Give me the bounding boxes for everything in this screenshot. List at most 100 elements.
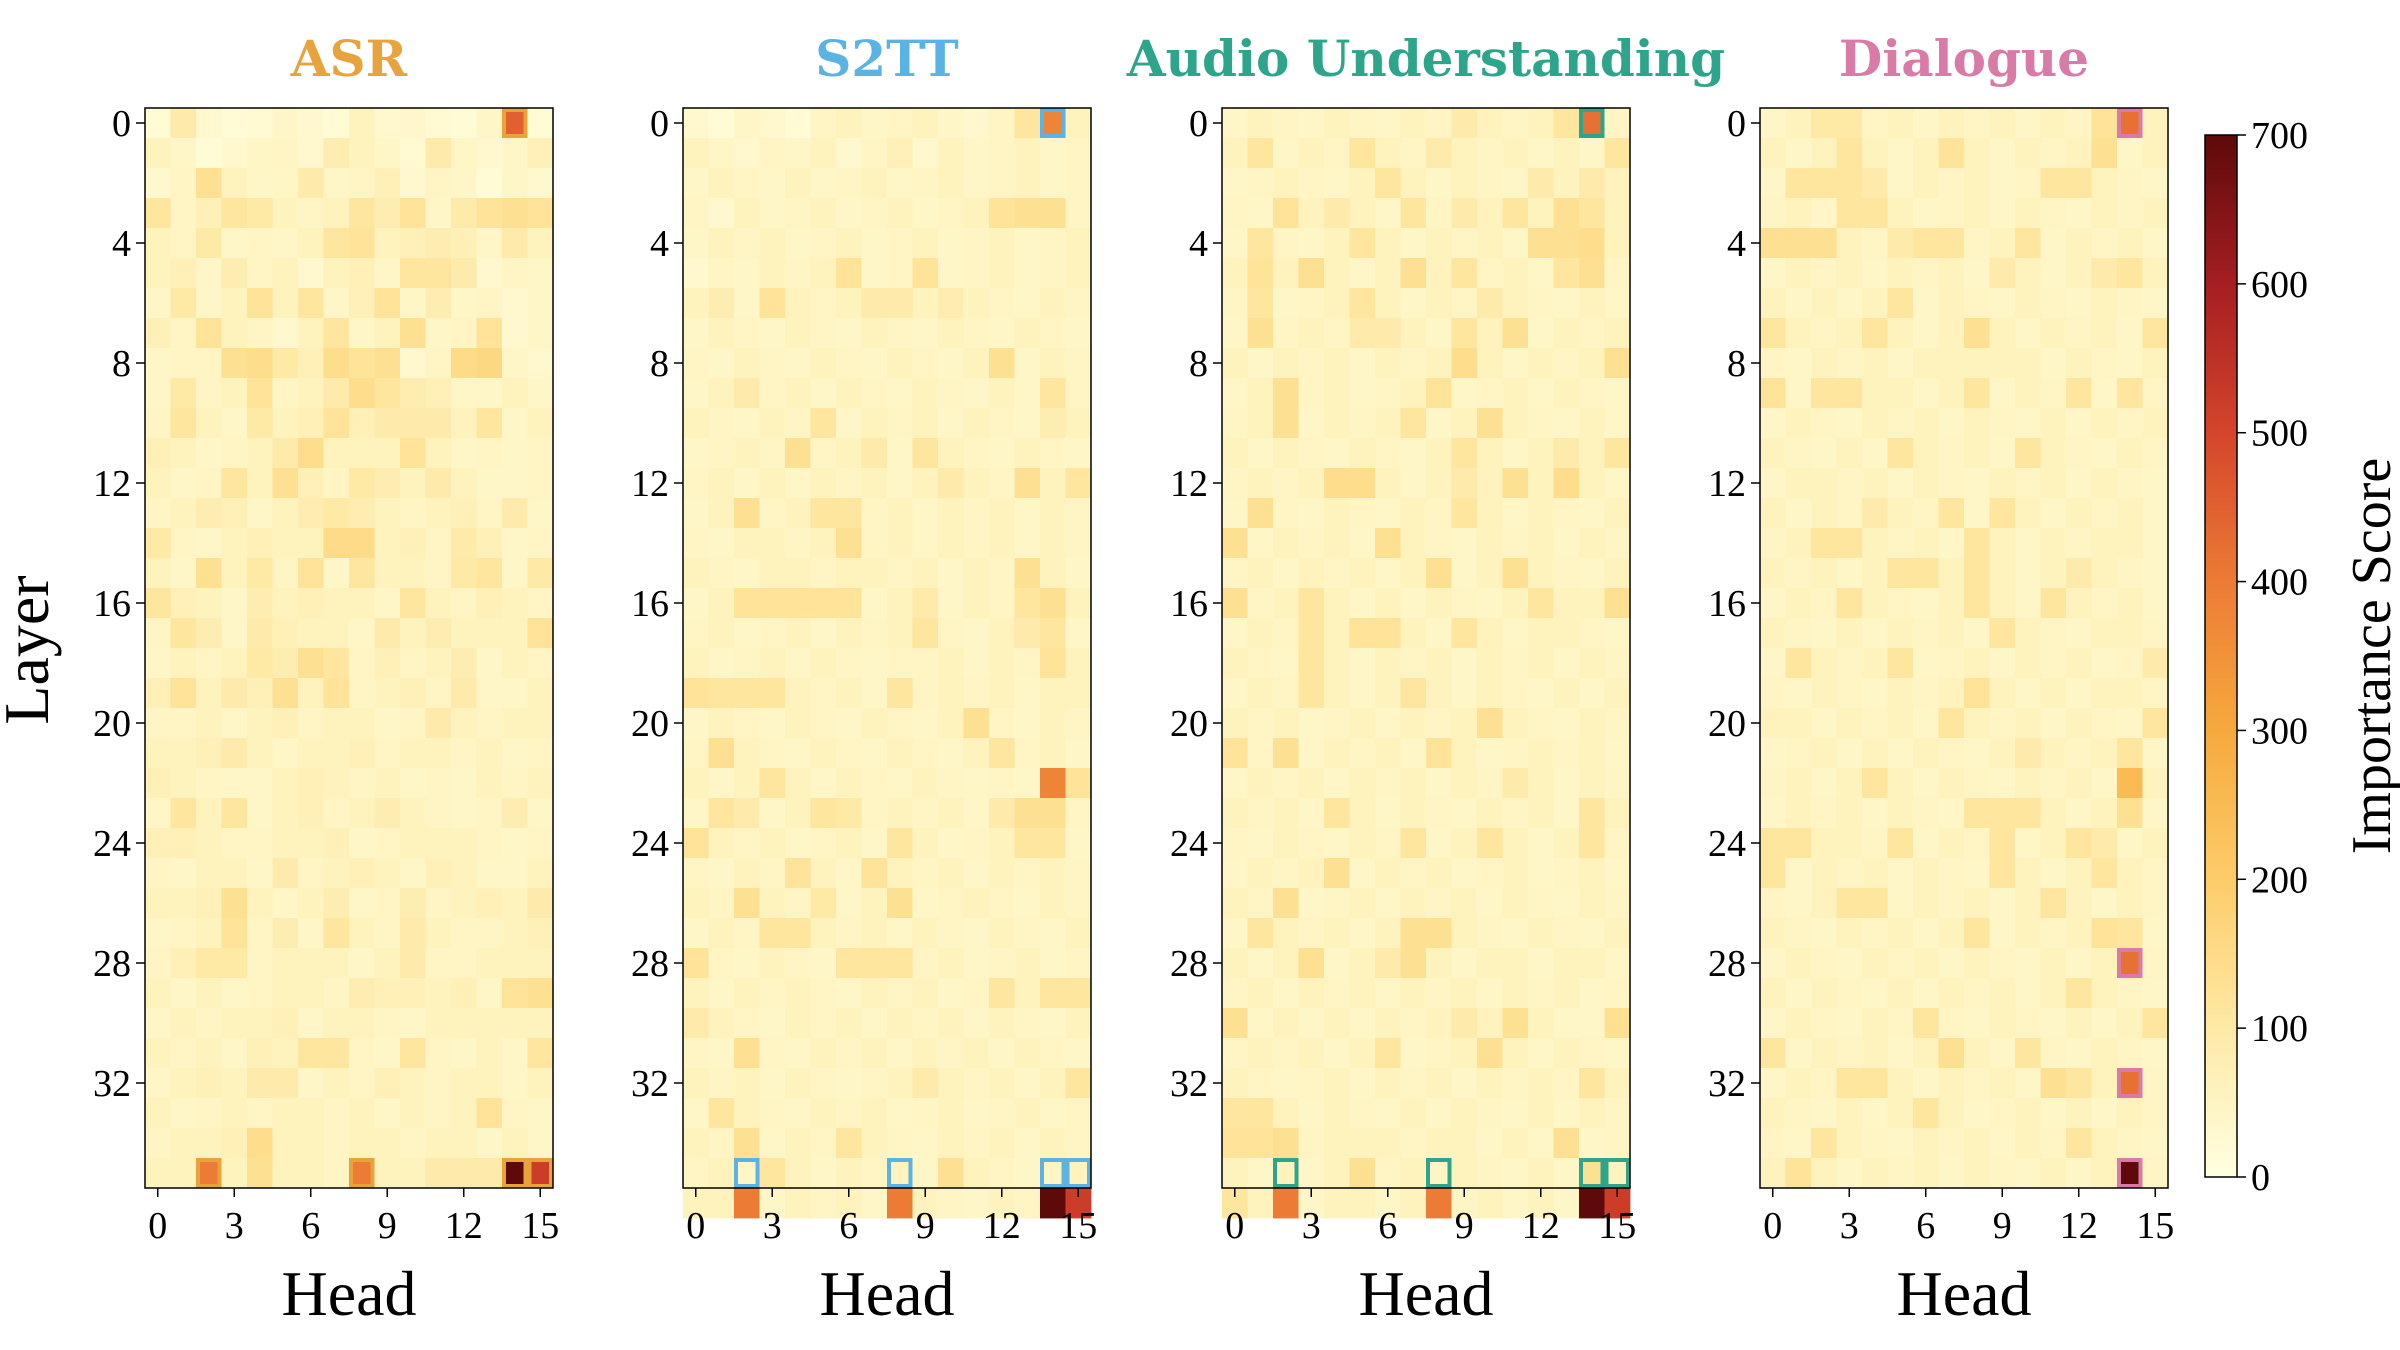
heatmap-cell — [196, 1128, 222, 1159]
heatmap-cell — [810, 618, 837, 649]
heatmap-cell — [1964, 588, 1990, 619]
heatmap-cell — [785, 1068, 811, 1099]
heatmap-cell — [1400, 1038, 1427, 1069]
heatmap-cell — [196, 528, 222, 559]
heatmap-cell — [1862, 318, 1888, 349]
heatmap-cell — [2091, 738, 2118, 769]
heatmap-cell — [298, 678, 324, 709]
heatmap-cell — [989, 828, 1015, 859]
heatmap-cell — [810, 588, 837, 619]
heatmap-cell — [1938, 228, 1965, 259]
heatmap-cell — [989, 588, 1015, 619]
heatmap-cell — [1811, 468, 1837, 499]
heatmap-cell — [298, 1038, 324, 1069]
heatmap-cell — [912, 678, 939, 709]
heatmap-cell — [1760, 258, 1786, 289]
heatmap-cell — [527, 138, 554, 169]
y-tick-label: 28 — [1170, 943, 1208, 985]
heatmap-cell — [1477, 498, 1503, 529]
heatmap-cell — [887, 108, 913, 139]
heatmap-cell — [1964, 1158, 1990, 1189]
heatmap-cell — [1040, 198, 1066, 229]
heatmap-cell — [1836, 408, 1863, 439]
heatmap-cell — [2066, 678, 2092, 709]
heatmap-cell — [1785, 798, 1812, 829]
heatmap-cell — [451, 258, 477, 289]
heatmap-cell — [963, 858, 990, 889]
heatmap-cell — [221, 318, 248, 349]
heatmap-cell — [196, 258, 222, 289]
heatmap-cell — [1477, 678, 1503, 709]
heatmap-cell — [1065, 168, 1092, 199]
heatmap-cell — [1324, 288, 1350, 319]
heatmap-cell — [400, 798, 426, 829]
heatmap-cell — [451, 678, 477, 709]
heatmap-cell — [374, 168, 401, 199]
highlight-box — [734, 1158, 760, 1188]
heatmap-cell — [196, 108, 222, 139]
heatmap-cell — [1579, 648, 1605, 679]
x-tick-label: 0 — [1763, 1205, 1782, 1247]
heatmap-cell — [1375, 468, 1401, 499]
heatmap-cell — [1836, 888, 1863, 919]
heatmap-cell — [1604, 1128, 1631, 1159]
heatmap-cell — [1938, 618, 1965, 649]
heatmap-cell — [759, 858, 786, 889]
heatmap-cell — [425, 738, 452, 769]
heatmap-cell — [1349, 918, 1376, 949]
heatmap-cell — [963, 138, 990, 169]
heatmap-cell — [1862, 708, 1888, 739]
heatmap-cell — [1040, 258, 1066, 289]
heatmap-cell — [170, 648, 197, 679]
heatmap-cell — [145, 168, 171, 199]
heatmap-cell — [527, 618, 554, 649]
heatmap-cell — [1375, 738, 1401, 769]
heatmap-cell — [272, 318, 299, 349]
heatmap-cell — [759, 1068, 786, 1099]
heatmap-cell — [170, 108, 197, 139]
heatmap-cell — [2015, 1008, 2041, 1039]
heatmap-cell — [323, 1008, 350, 1039]
heatmap-cell — [1040, 408, 1066, 439]
colorbar-tick-label: 500 — [2251, 413, 2308, 455]
heatmap-cell — [1989, 648, 2016, 679]
heatmap-cell — [1477, 588, 1503, 619]
heatmap-cell — [145, 1038, 171, 1069]
heatmap-cell — [963, 498, 990, 529]
heatmap-cell — [196, 978, 222, 1009]
heatmap-cell — [1785, 408, 1812, 439]
heatmap-cell — [1553, 258, 1580, 289]
heatmap-cell — [2091, 948, 2118, 979]
heatmap-cell — [1400, 558, 1427, 589]
heatmap-cell — [1065, 978, 1092, 1009]
heatmap-cell — [1913, 618, 1939, 649]
heatmap-cell — [1862, 1038, 1888, 1069]
heatmap-cell — [1400, 378, 1427, 409]
heatmap-cell — [1014, 828, 1041, 859]
heatmap-cell — [1502, 498, 1529, 529]
heatmap-cell — [221, 888, 248, 919]
heatmap-cell — [1862, 888, 1888, 919]
heatmap-cell — [476, 138, 503, 169]
heatmap-cell — [1400, 198, 1427, 229]
heatmap-cell — [1247, 798, 1274, 829]
heatmap-cell — [247, 948, 273, 979]
heatmap-cell — [1887, 888, 1914, 919]
heatmap-cell — [145, 978, 171, 1009]
heatmap-cell — [1040, 828, 1066, 859]
heatmap-cell — [759, 558, 786, 589]
heatmap-cell — [1938, 318, 1965, 349]
heatmap-cell — [1836, 618, 1863, 649]
heatmap-cell — [1760, 408, 1786, 439]
heatmap-cell — [502, 198, 528, 229]
heatmap-cell — [1324, 528, 1350, 559]
heatmap-cell — [1247, 918, 1274, 949]
y-tick-label: 12 — [93, 463, 131, 505]
heatmap-cell — [1273, 918, 1299, 949]
heatmap-cell — [683, 258, 709, 289]
heatmap-cell — [1811, 168, 1837, 199]
heatmap-cell — [1887, 648, 1914, 679]
heatmap-cell — [1528, 918, 1554, 949]
heatmap-cell — [1811, 1008, 1837, 1039]
heatmap-cell — [938, 768, 964, 799]
